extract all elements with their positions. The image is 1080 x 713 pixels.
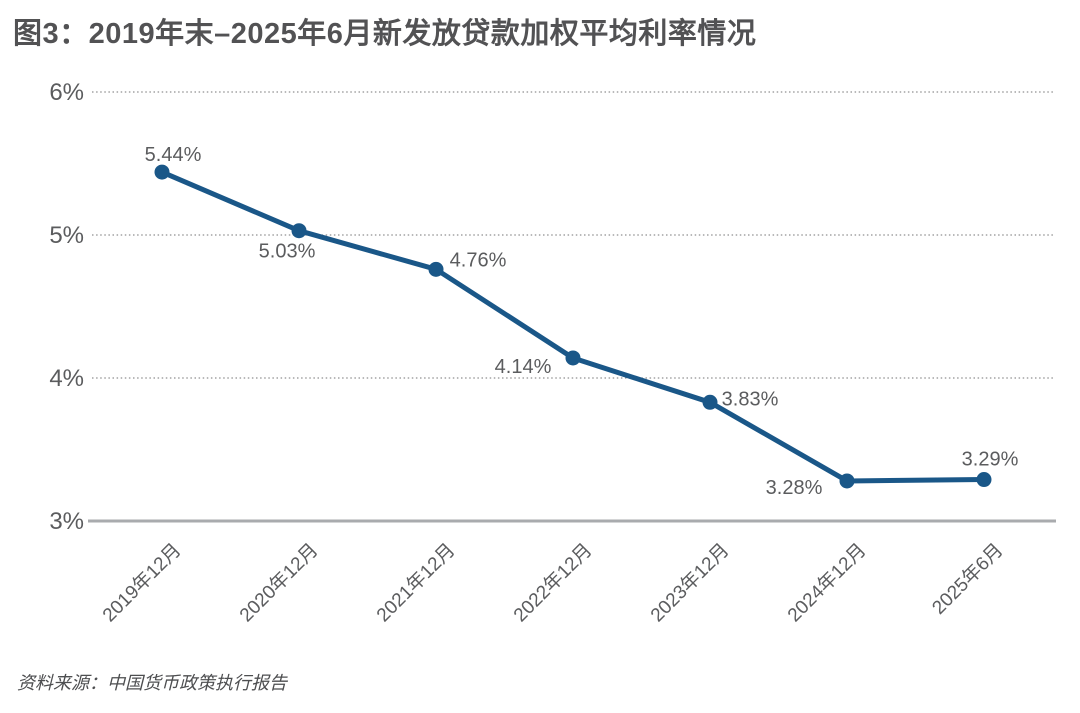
y-tick-label: 3%: [49, 508, 84, 535]
data-point: [291, 223, 307, 239]
source-note: 资料来源：中国货币政策执行报告: [17, 673, 287, 693]
data-point-label: 3.29%: [962, 449, 1019, 471]
x-tick-label: 2021年12月: [372, 539, 459, 626]
x-tick-label: 2025年6月: [928, 539, 1008, 619]
data-point-label: 3.83%: [722, 388, 779, 410]
y-tick-label: 4%: [49, 365, 84, 392]
data-point: [154, 164, 170, 180]
data-point: [839, 473, 855, 489]
x-tick-label: 2019年12月: [98, 539, 185, 626]
data-point-label: 4.76%: [450, 249, 507, 271]
y-tick-label: 5%: [49, 222, 84, 249]
data-point: [976, 472, 992, 488]
x-tick-label: 2024年12月: [783, 539, 870, 626]
data-point: [428, 261, 444, 277]
line-series: [159, 169, 987, 484]
x-tick-label: 2022年12月: [509, 539, 596, 626]
x-tick-label: 2020年12月: [235, 539, 322, 626]
data-point-label: 5.03%: [259, 241, 316, 263]
data-point: [565, 350, 581, 366]
chart-title: 图3：2019年末–2025年6月新发放贷款加权平均利率情况: [13, 18, 757, 50]
data-point: [702, 394, 718, 410]
data-point-label: 5.44%: [145, 144, 202, 166]
data-point-label: 3.28%: [766, 477, 823, 499]
x-tick-label: 2023年12月: [646, 539, 733, 626]
data-point-label: 4.14%: [495, 356, 552, 378]
y-tick-label: 6%: [49, 79, 84, 106]
